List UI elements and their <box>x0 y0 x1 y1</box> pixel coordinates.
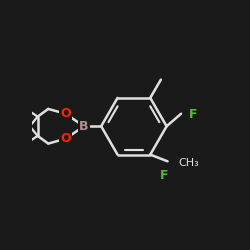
Text: O: O <box>60 107 71 120</box>
Text: F: F <box>160 169 168 182</box>
Text: B: B <box>79 120 88 133</box>
Text: CH₃: CH₃ <box>178 158 199 168</box>
Text: F: F <box>189 108 198 121</box>
Text: O: O <box>60 132 71 145</box>
